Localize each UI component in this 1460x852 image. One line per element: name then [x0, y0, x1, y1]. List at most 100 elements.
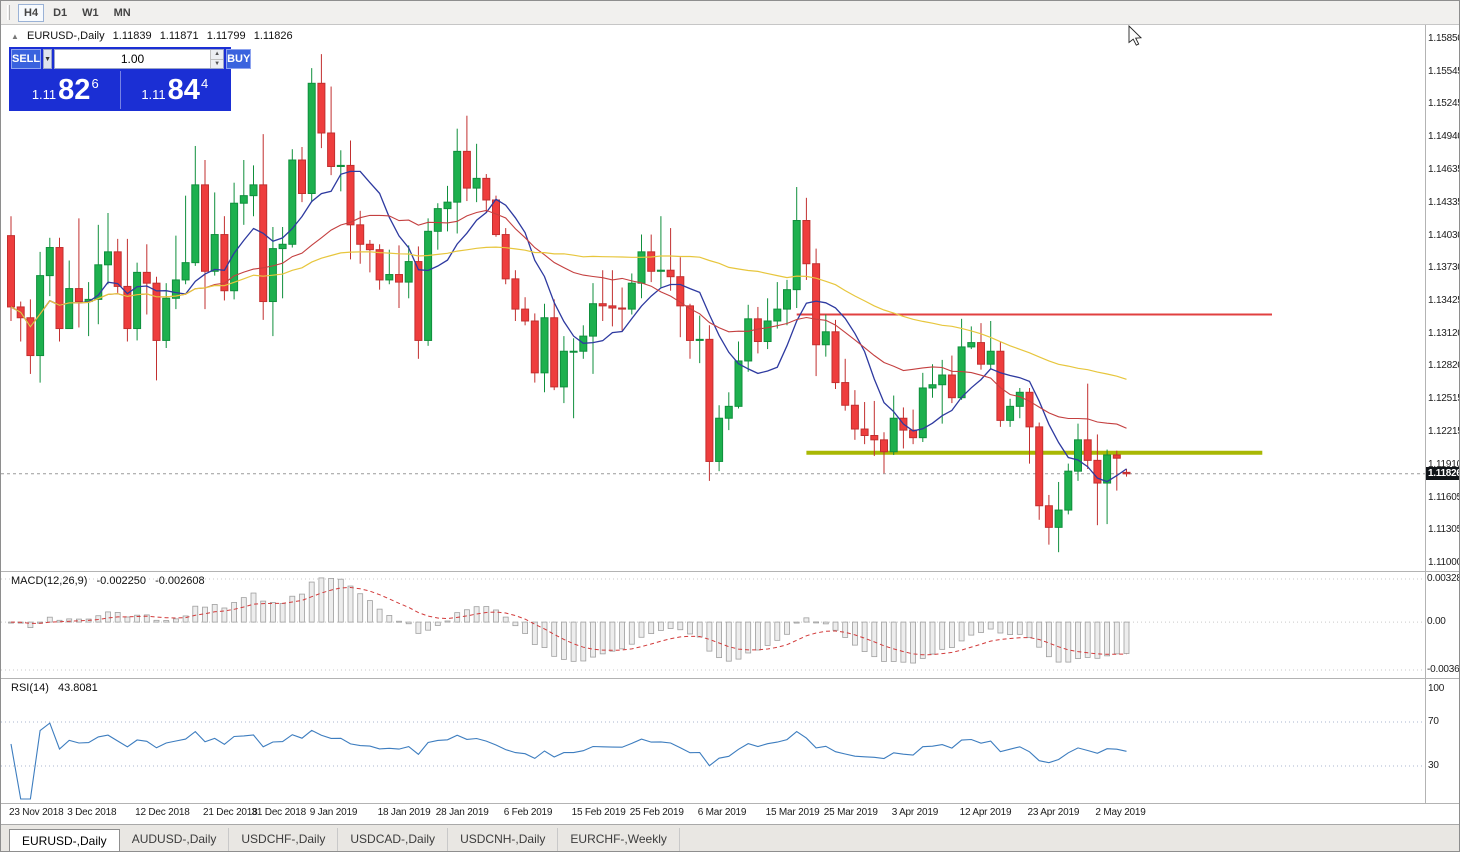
rsi-indicator-panel[interactable] [1, 679, 1425, 803]
volume-decrease-button[interactable]: ▼ [211, 59, 224, 68]
macd-scale-label: 0.00 [1427, 616, 1446, 628]
time-scale-label: 3 Dec 2018 [67, 807, 117, 818]
ma-fast-line [10, 170, 1127, 483]
ohlc-low: 1.11799 [206, 30, 246, 42]
buy-price-display[interactable]: 1.11 84 4 [121, 71, 230, 109]
buy-price-prefix: 1.11 [141, 87, 166, 102]
tab-audusd-daily[interactable]: AUDUSD-,Daily [120, 828, 230, 851]
mouse-cursor-icon [1128, 25, 1143, 46]
tab-eurusd-daily[interactable]: EURUSD-,Daily [9, 829, 120, 851]
time-scale-label: 12 Dec 2018 [135, 807, 190, 818]
timeframe-mn-button[interactable]: MN [108, 4, 137, 22]
price-chart-panel[interactable] [1, 25, 1425, 571]
macd-scale-label: -0.00365 [1427, 664, 1460, 675]
tab-usdcnh-daily[interactable]: USDCNH-,Daily [448, 828, 559, 851]
time-scale-label: 2 May 2019 [1095, 807, 1146, 818]
sell-price-pips: 82 [58, 74, 91, 106]
ohlc-close: 1.11826 [253, 30, 293, 42]
sell-button[interactable]: SELL [11, 49, 42, 69]
volume-field: ▲ ▼ [54, 49, 225, 69]
rsi-scale-label: 70 [1428, 716, 1439, 727]
price-scale-label: 1.12820 [1428, 360, 1460, 372]
volume-dropdown-button[interactable]: ▼ [43, 49, 53, 69]
price-scale-label: 1.14635 [1428, 164, 1460, 176]
volume-increase-button[interactable]: ▲ [211, 50, 224, 60]
panel-separator[interactable] [1, 571, 1459, 572]
one-click-trading-panel: SELL ▼ ▲ ▼ BUY 1.11 82 6 1.11 84 4 [9, 47, 252, 111]
chart-tabs-bar: EURUSD-,Daily AUDUSD-,Daily USDCHF-,Dail… [1, 824, 1459, 851]
macd-value: -0.002250 [96, 575, 147, 587]
price-scale-label: 1.11910 [1428, 458, 1460, 470]
macd-title: MACD(12,26,9) [11, 575, 88, 587]
rsi-value: 43.8081 [57, 682, 98, 694]
price-scale-label: 1.13120 [1428, 327, 1460, 339]
volume-input[interactable] [55, 50, 211, 68]
sell-price-point: 6 [91, 76, 99, 91]
timeframe-h4-button[interactable]: H4 [18, 3, 45, 22]
panel-separator[interactable] [1, 678, 1459, 679]
toolbar-grip[interactable] [7, 5, 10, 20]
macd-indicator-panel[interactable] [1, 572, 1425, 678]
macd-canvas[interactable] [1, 572, 1425, 678]
buy-price-pips: 84 [167, 74, 200, 106]
price-scale-label: 1.15850 [1428, 33, 1460, 44]
price-scale-label: 1.12215 [1428, 425, 1460, 437]
time-scale-label: 28 Jan 2019 [435, 807, 489, 818]
timeframe-toolbar: H4 D1 W1 MN [1, 1, 1459, 25]
timeframe-d1-button[interactable]: D1 [47, 4, 73, 22]
chart-symbol-label: EURUSD-,Daily [26, 30, 105, 42]
time-scale-label: 23 Apr 2019 [1027, 807, 1080, 818]
time-scale-label: 21 Dec 2018 [203, 807, 258, 818]
price-scale-label: 1.12515 [1428, 393, 1460, 405]
chart-ohlc-info: ▲ EURUSD-,Daily 1.11839 1.11871 1.11799 … [11, 30, 298, 42]
rsi-line [10, 722, 1127, 800]
time-scale-label: 6 Feb 2019 [503, 807, 553, 818]
price-scale-label: 1.13425 [1428, 295, 1460, 306]
macd-histogram [8, 577, 1130, 664]
sell-price-display[interactable]: 1.11 82 6 [11, 71, 121, 109]
time-scale-label: 15 Mar 2019 [765, 807, 820, 818]
price-scale-label: 1.13730 [1428, 262, 1460, 274]
time-scale-label: 12 Apr 2019 [959, 807, 1012, 818]
time-scale-label: 23 Nov 2018 [9, 807, 64, 818]
macd-scale-label: 0.003282 [1427, 573, 1459, 584]
time-scale-label: 18 Jan 2019 [377, 807, 431, 818]
price-scale-label: 1.11605 [1428, 491, 1460, 503]
macd-signal-value: -0.002608 [155, 575, 205, 587]
macd-signal-line [10, 586, 1127, 656]
macd-label: MACD(12,26,9) -0.002250 -0.002608 [11, 575, 205, 587]
time-scale[interactable] [1, 804, 1425, 825]
tab-usdcad-daily[interactable]: USDCAD-,Daily [338, 828, 449, 851]
price-scale-label: 1.11000 [1428, 557, 1460, 568]
ohlc-high: 1.11871 [159, 30, 199, 42]
price-scale-label: 1.14030 [1428, 229, 1460, 241]
price-chart-canvas[interactable] [1, 25, 1425, 571]
rsi-title: RSI(14) [11, 682, 49, 694]
price-scale-label: 1.14940 [1428, 131, 1460, 143]
time-scale-label: 25 Feb 2019 [629, 807, 684, 818]
time-scale-label: 25 Mar 2019 [823, 807, 878, 818]
rsi-scale-label: 100 [1428, 683, 1445, 694]
panel-separator [1, 803, 1459, 804]
ohlc-open: 1.11839 [112, 30, 152, 42]
tab-usdchf-daily[interactable]: USDCHF-,Daily [229, 828, 339, 851]
rsi-label: RSI(14) 43.8081 [11, 682, 98, 694]
candles-layer [7, 54, 1131, 553]
volume-spinner: ▲ ▼ [210, 50, 224, 68]
rsi-canvas[interactable] [1, 679, 1425, 803]
ma-slow-line [10, 246, 1127, 380]
time-scale-label: 3 Apr 2019 [891, 807, 939, 818]
price-scale-label: 1.15545 [1428, 65, 1460, 77]
timeframe-w1-button[interactable]: W1 [76, 4, 105, 22]
time-scale-label: 9 Jan 2019 [309, 807, 358, 818]
buy-button[interactable]: BUY [226, 49, 252, 69]
time-scale-label: 6 Mar 2019 [697, 807, 747, 818]
time-scale-label: 31 Dec 2018 [251, 807, 307, 818]
time-scale-label: 15 Feb 2019 [571, 807, 626, 818]
current-price-tag: 1.11826 [1426, 466, 1460, 480]
tab-eurchf-weekly[interactable]: EURCHF-,Weekly [558, 828, 680, 851]
price-scale-label: 1.15245 [1428, 98, 1460, 110]
collapse-trade-panel-icon[interactable]: ▲ [11, 32, 19, 41]
scale-divider [1425, 25, 1426, 804]
